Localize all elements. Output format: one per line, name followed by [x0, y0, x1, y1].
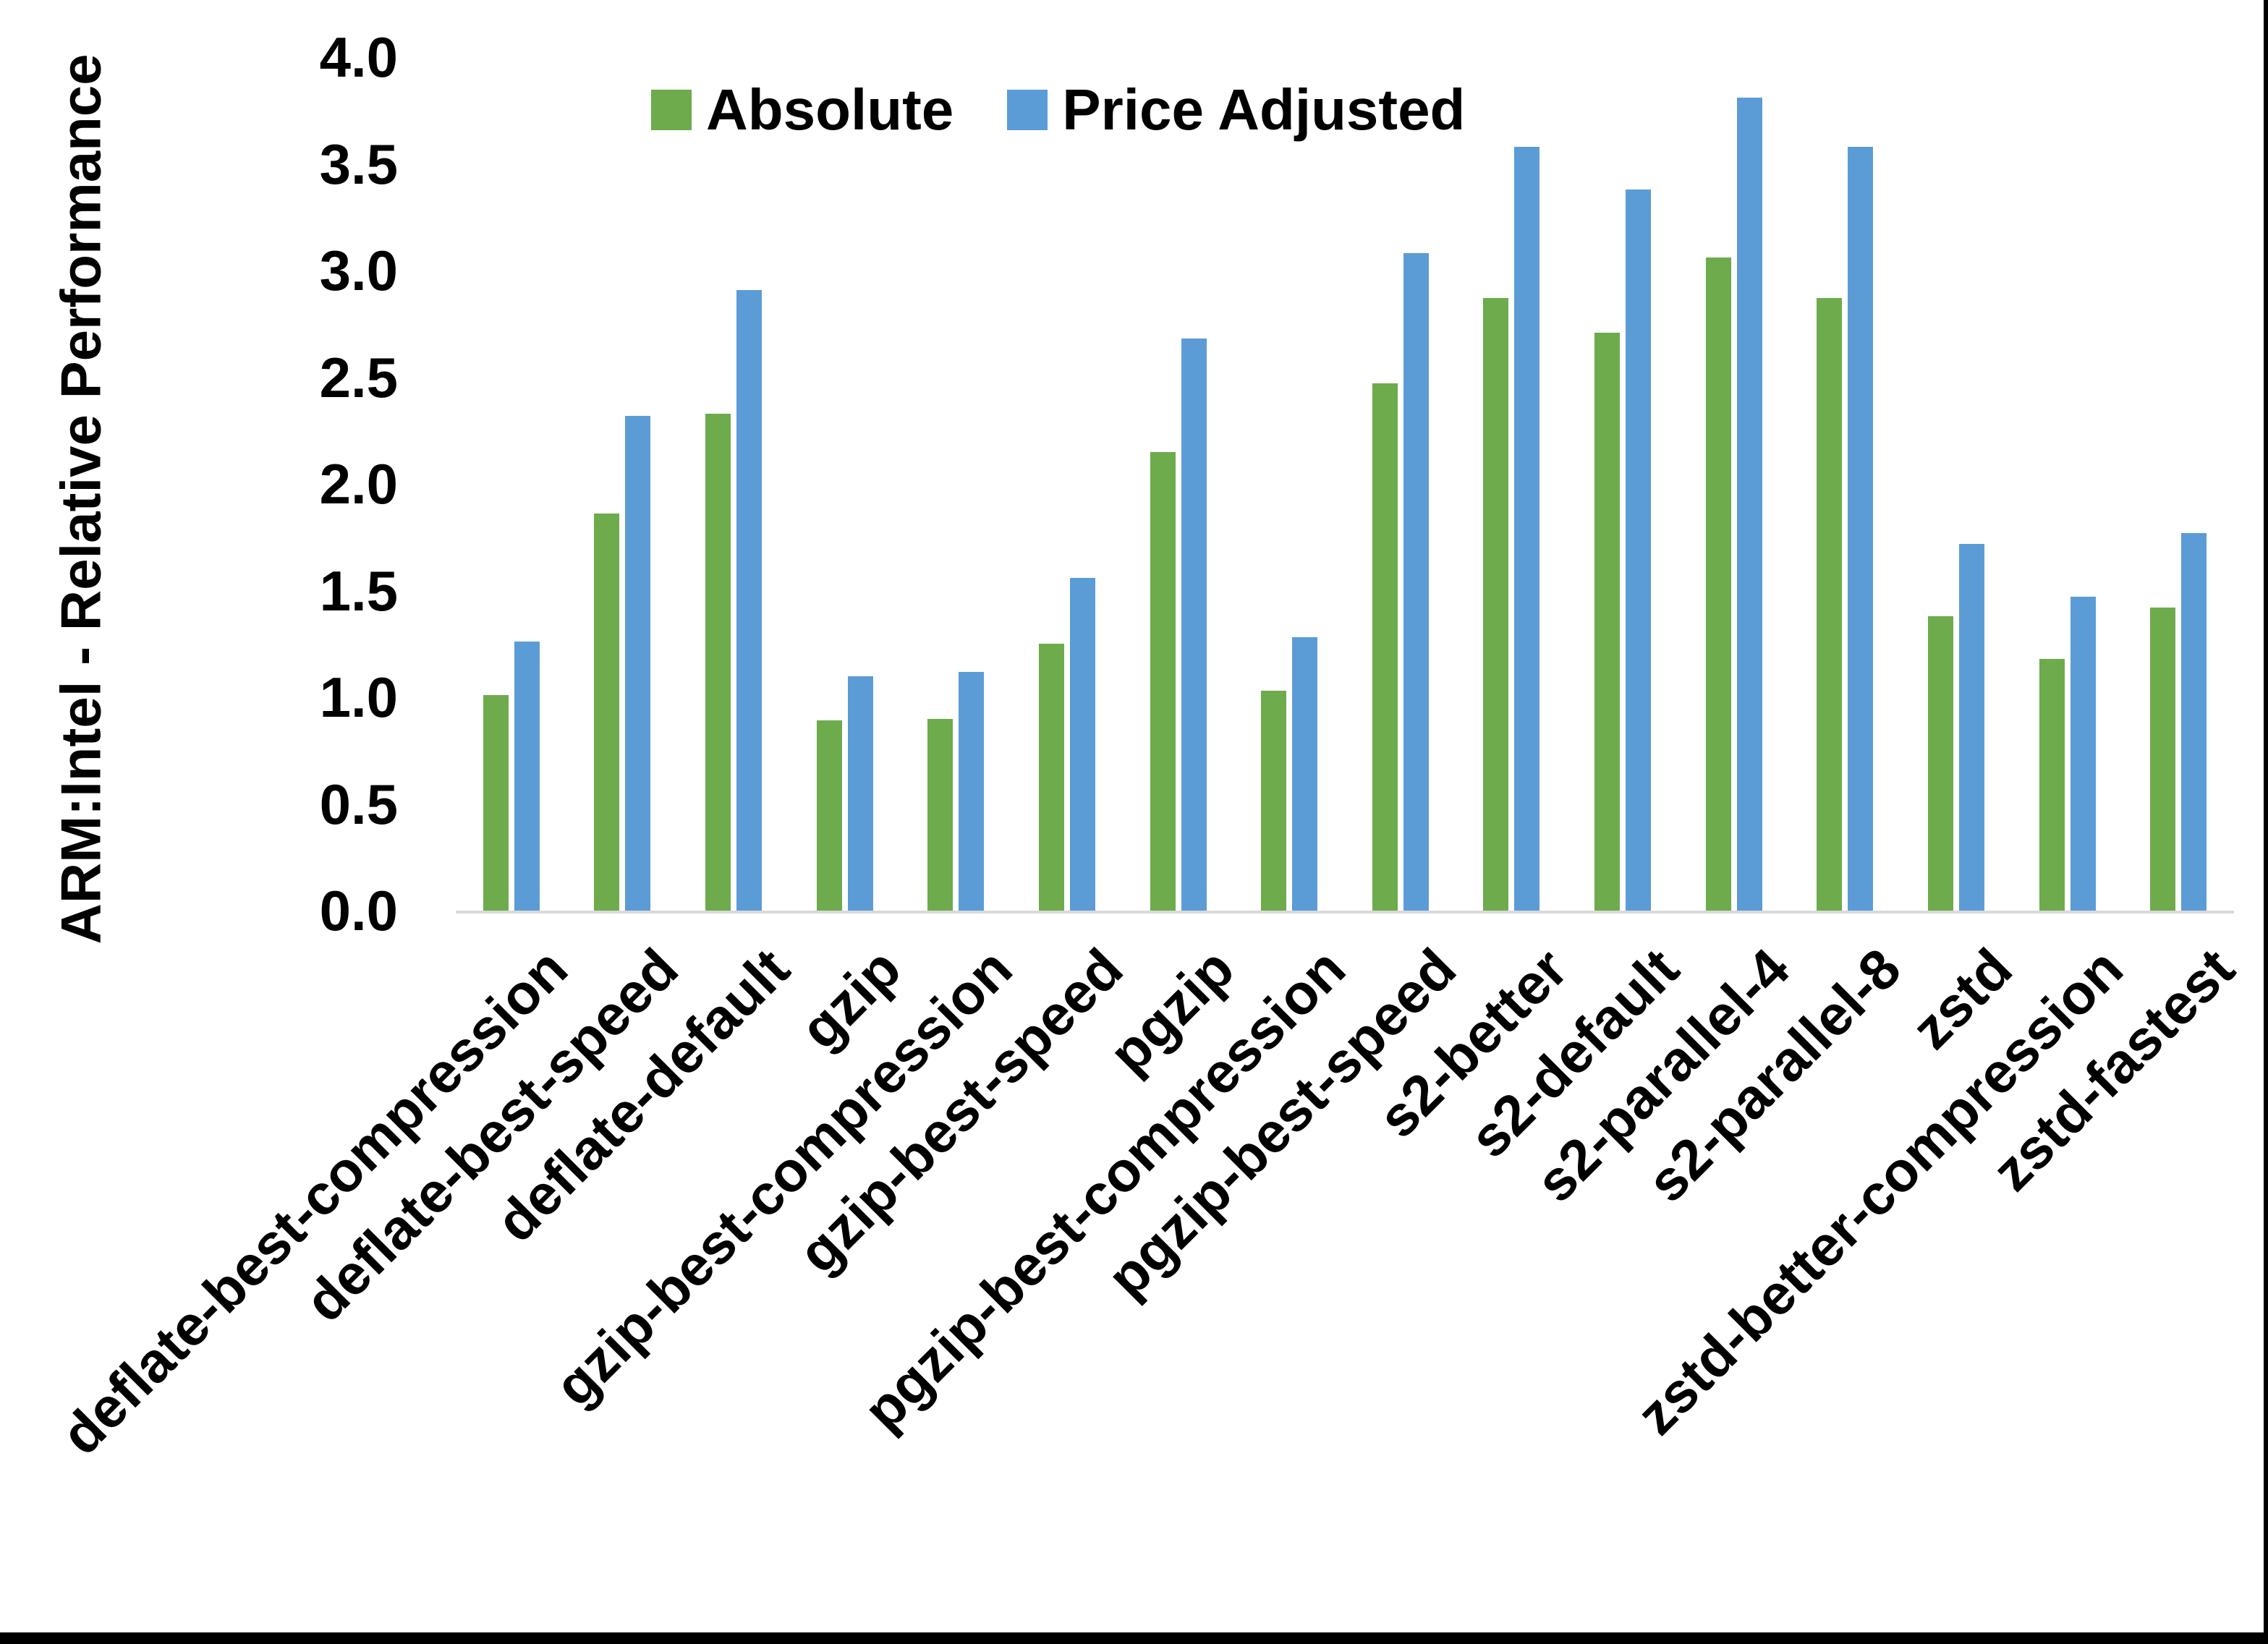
bar-absolute: [1927, 616, 1953, 911]
y-tick-label: 2.0: [319, 452, 398, 516]
bar-price-adjusted: [1848, 146, 1874, 911]
bar-price-adjusted: [1403, 253, 1429, 911]
y-tick-label: 0.0: [319, 879, 398, 942]
bar-price-adjusted: [1069, 577, 1095, 911]
legend-label-absolute: Absolute: [706, 77, 954, 142]
bar-price-adjusted: [1292, 637, 1318, 911]
bar-price-adjusted: [1958, 543, 1984, 911]
bar-absolute: [1594, 332, 1621, 911]
x-axis-line: [456, 911, 2234, 913]
bar-price-adjusted: [1514, 146, 1540, 911]
bottom-border: [0, 1632, 2268, 1644]
legend-item-absolute: Absolute: [651, 81, 954, 139]
bar-absolute: [594, 514, 620, 911]
y-tick-label: 3.5: [319, 132, 398, 196]
y-tick-label: 1.0: [319, 665, 398, 729]
bar-absolute: [927, 718, 954, 911]
bar-absolute: [1372, 383, 1398, 911]
bar-price-adjusted: [2070, 597, 2096, 911]
bar-absolute: [1150, 451, 1176, 911]
bar-absolute: [2039, 658, 2065, 911]
y-tick-label: 2.5: [319, 345, 398, 409]
bar-absolute: [1038, 644, 1064, 911]
bar-absolute: [483, 695, 509, 911]
legend-item-price-adjusted: Price Adjusted: [1007, 81, 1465, 139]
bar-price-adjusted: [1626, 189, 1652, 911]
bar-absolute: [1817, 298, 1843, 911]
right-border: [2264, 0, 2268, 1644]
bar-price-adjusted: [514, 642, 540, 911]
bar-price-adjusted: [1736, 98, 1762, 911]
bar-price-adjusted: [625, 415, 651, 911]
bar-absolute: [705, 413, 731, 911]
bar-price-adjusted: [959, 671, 985, 911]
bar-absolute: [1705, 257, 1731, 911]
y-tick-label: 3.0: [319, 239, 398, 302]
bar-price-adjusted: [736, 289, 763, 911]
y-tick-label: 1.5: [319, 558, 398, 623]
legend-label-price-adjusted: Price Adjusted: [1062, 77, 1466, 142]
y-tick-label: 4.0: [319, 25, 398, 89]
legend-swatch-price-adjusted-icon: [1007, 90, 1048, 130]
legend: Absolute Price Adjusted: [651, 81, 1465, 139]
bar-price-adjusted: [2181, 532, 2207, 911]
y-tick-label: 0.5: [319, 772, 398, 836]
bar-price-adjusted: [1181, 338, 1207, 911]
bar-absolute: [816, 720, 842, 911]
bar-absolute: [1261, 691, 1287, 911]
bar-price-adjusted: [847, 676, 873, 911]
legend-swatch-absolute-icon: [651, 90, 692, 130]
bar-absolute: [2150, 608, 2176, 911]
bar-absolute: [1483, 298, 1509, 911]
